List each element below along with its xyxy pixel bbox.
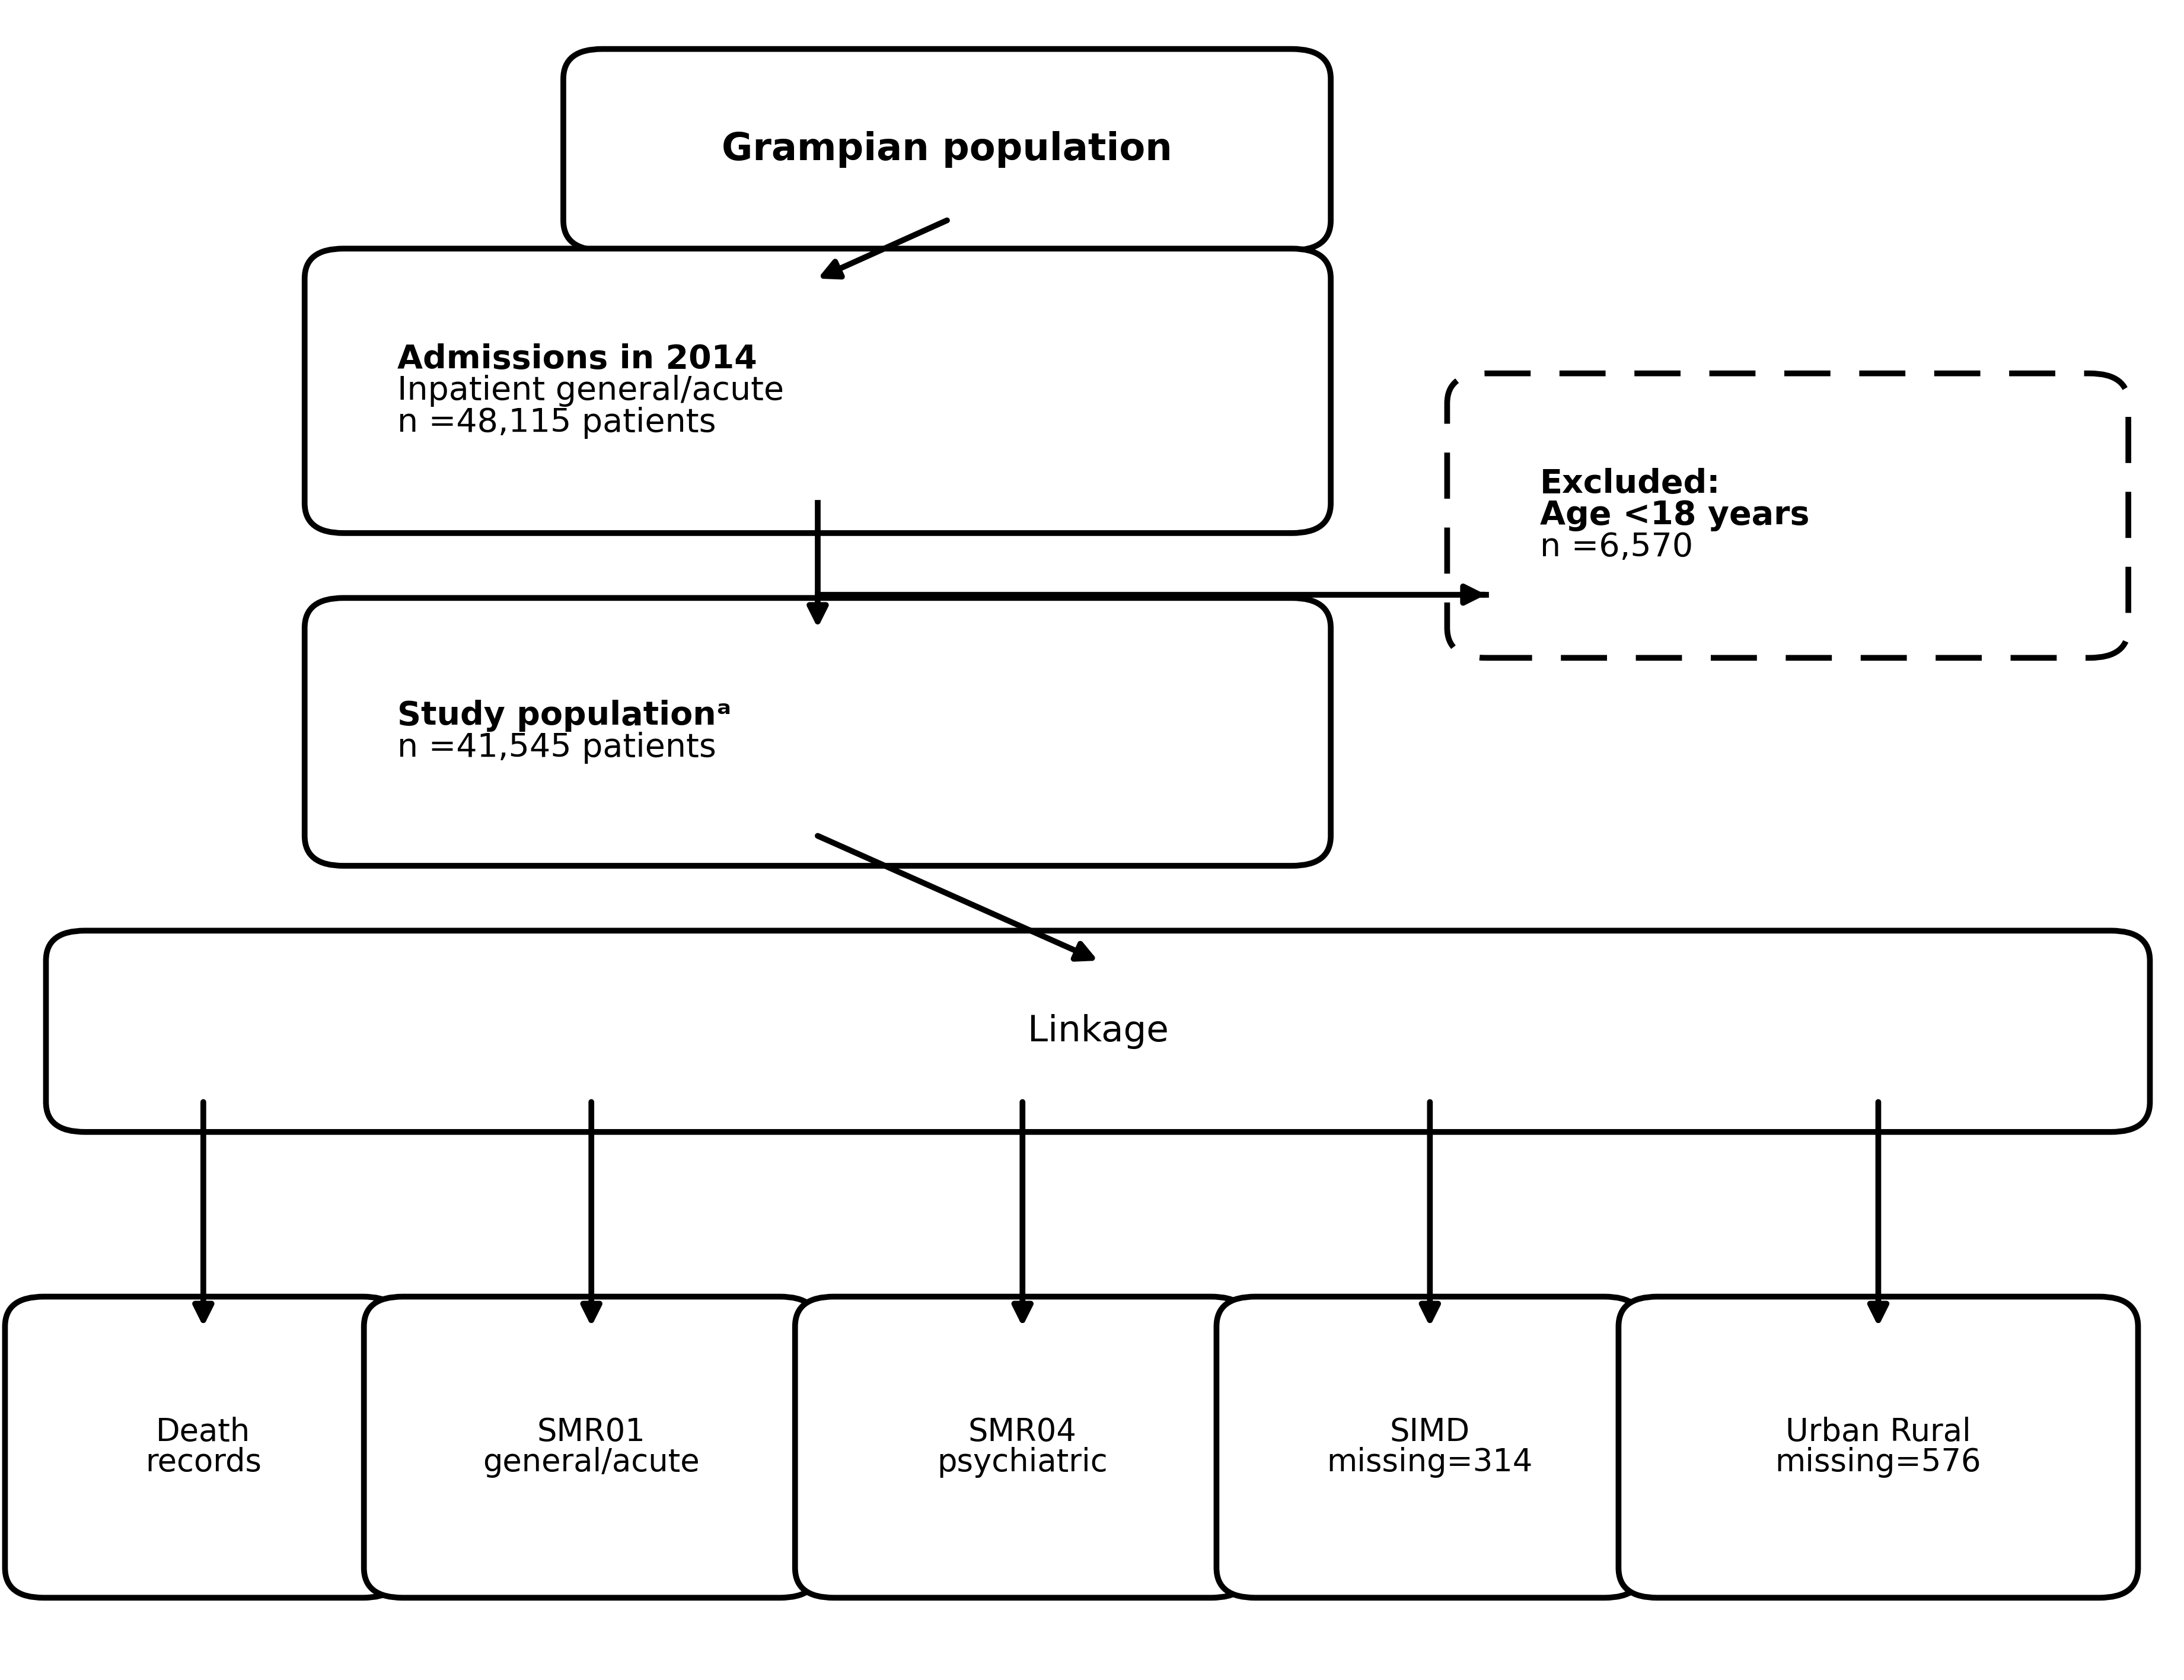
Text: Grampian population: Grampian population <box>721 131 1173 168</box>
FancyBboxPatch shape <box>4 1297 402 1598</box>
Text: SMR04: SMR04 <box>968 1416 1077 1448</box>
FancyBboxPatch shape <box>563 49 1330 250</box>
FancyBboxPatch shape <box>795 1297 1249 1598</box>
Text: missing=314: missing=314 <box>1328 1446 1533 1478</box>
Text: general/acute: general/acute <box>483 1446 699 1478</box>
Text: Admissions in 2014: Admissions in 2014 <box>397 343 758 375</box>
Text: records: records <box>144 1446 262 1478</box>
Text: psychiatric: psychiatric <box>937 1446 1107 1478</box>
Text: Inpatient general/acute: Inpatient general/acute <box>397 375 784 407</box>
Text: n =41,545 patients: n =41,545 patients <box>397 732 716 764</box>
Text: n =6,570: n =6,570 <box>1540 531 1693 563</box>
Text: Linkage: Linkage <box>1026 1013 1168 1048</box>
FancyBboxPatch shape <box>304 249 1330 533</box>
Text: missing=576: missing=576 <box>1776 1446 1981 1478</box>
Text: Excluded:: Excluded: <box>1540 469 1721 501</box>
Text: Study populationᵃ: Study populationᵃ <box>397 701 732 732</box>
Text: Death: Death <box>155 1416 251 1448</box>
FancyBboxPatch shape <box>1216 1297 1642 1598</box>
FancyBboxPatch shape <box>1618 1297 2138 1598</box>
FancyBboxPatch shape <box>365 1297 819 1598</box>
FancyBboxPatch shape <box>304 598 1330 865</box>
Text: Urban Rural: Urban Rural <box>1787 1416 1970 1448</box>
Text: n =48,115 patients: n =48,115 patients <box>397 407 716 438</box>
Text: SMR01: SMR01 <box>537 1416 646 1448</box>
FancyBboxPatch shape <box>1448 373 2129 659</box>
FancyBboxPatch shape <box>46 931 2149 1132</box>
Text: SIMD: SIMD <box>1389 1416 1470 1448</box>
Text: Age <18 years: Age <18 years <box>1540 499 1808 531</box>
